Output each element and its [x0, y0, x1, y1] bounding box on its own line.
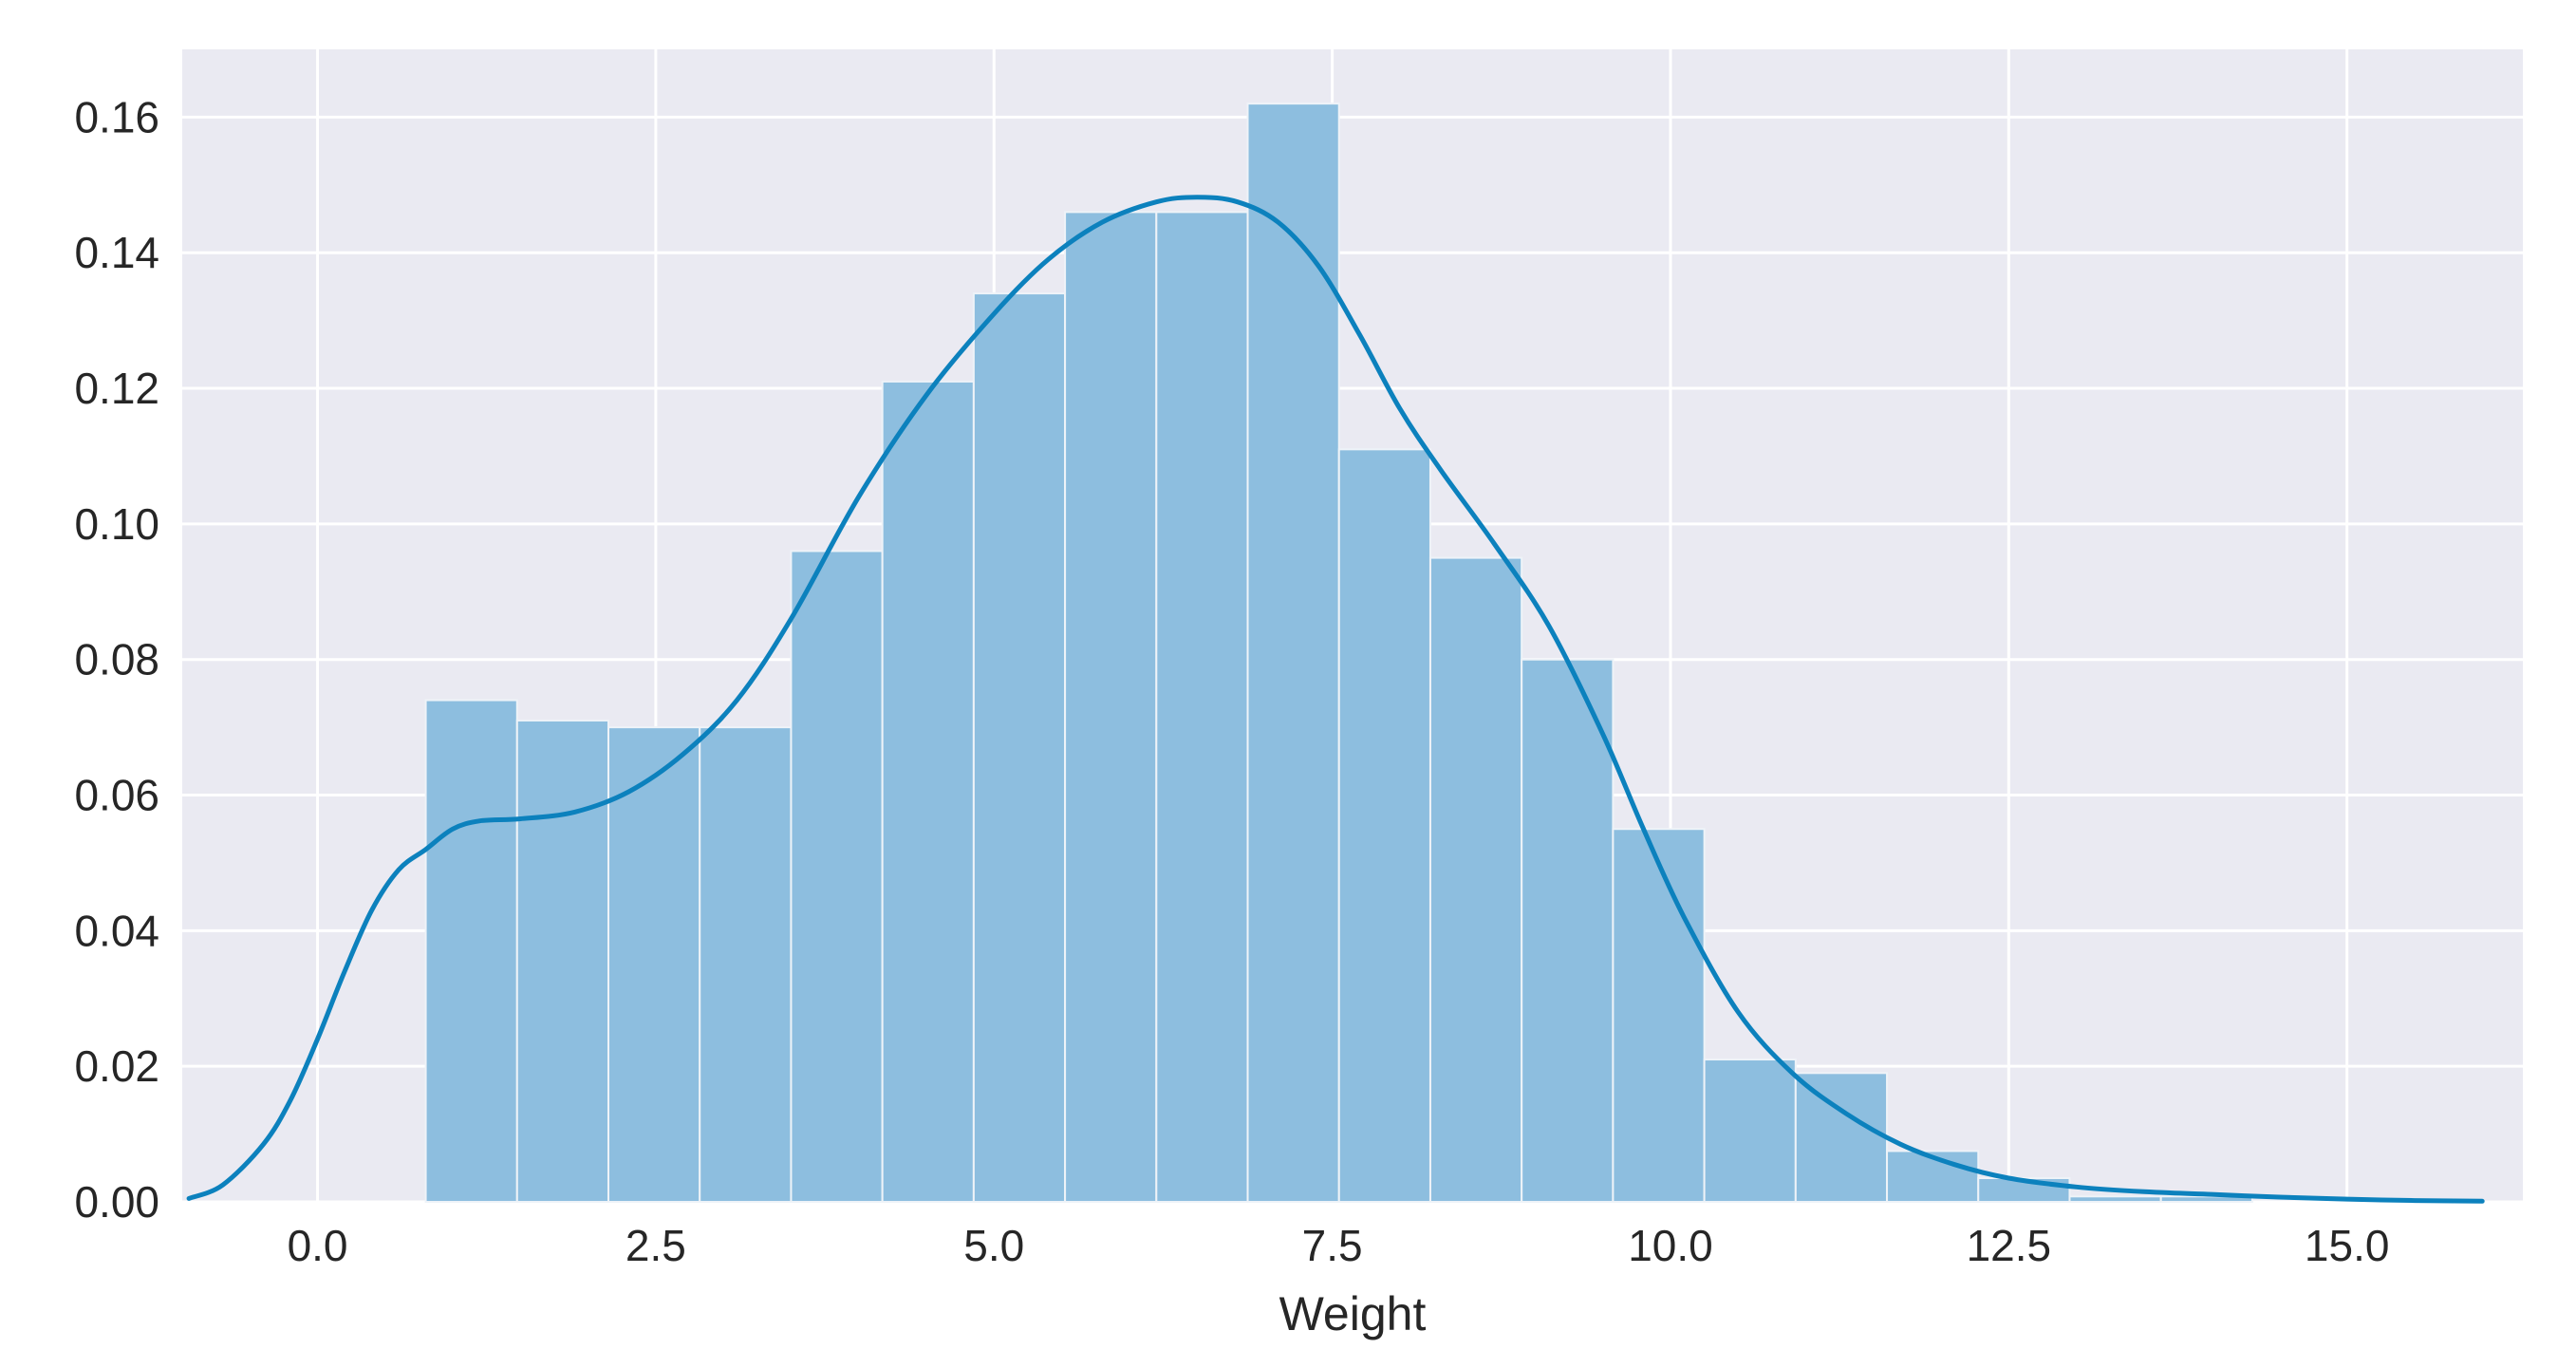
histogram-bar	[881, 380, 975, 1203]
x-axis-title: Weight	[1279, 1287, 1427, 1340]
histogram-bar	[1337, 448, 1431, 1203]
histogram-bar	[424, 699, 518, 1203]
y-tick-label: 0.06	[74, 771, 159, 820]
histogram-bar	[1886, 1150, 1980, 1203]
histogram-bar	[1703, 1059, 1797, 1203]
x-tick-label: 7.5	[1302, 1221, 1363, 1270]
histogram-bar	[790, 550, 884, 1203]
x-tick-label: 12.5	[1967, 1221, 2052, 1270]
histogram-bar	[2068, 1195, 2162, 1204]
x-tick-label: 10.0	[1628, 1221, 1713, 1270]
y-tick-label: 0.12	[74, 364, 159, 413]
histogram-bar	[972, 292, 1067, 1204]
histogram-bar	[699, 726, 793, 1204]
histogram-bar	[1521, 658, 1615, 1203]
y-tick-label: 0.10	[74, 499, 159, 549]
kde-curve	[186, 195, 2485, 1204]
histogram-bar	[515, 719, 610, 1203]
y-tick-label: 0.08	[74, 635, 159, 684]
x-tick-label: 5.0	[963, 1221, 1024, 1270]
histogram-bar	[1064, 211, 1158, 1204]
x-tick-label: 15.0	[2305, 1221, 2390, 1270]
histogram-bars	[424, 103, 2253, 1204]
y-tick-label: 0.02	[74, 1041, 159, 1091]
histogram-bar	[1794, 1072, 1889, 1203]
x-tick-label: 0.0	[288, 1221, 348, 1270]
x-axis-tick-labels: 0.0 2.5 5.0 7.5 10.0 12.5 15.0	[288, 1221, 2390, 1270]
y-tick-label: 0.16	[74, 92, 159, 141]
y-axis-tick-labels: 0.00 0.02 0.04 0.06 0.08 0.10 0.12 0.14 0.16	[74, 92, 159, 1227]
histogram-bar	[1612, 828, 1706, 1203]
histogram-bar	[1246, 103, 1340, 1204]
y-tick-label: 0.14	[74, 228, 159, 277]
histogram-bar	[1977, 1177, 2071, 1203]
histogram-bar	[1155, 211, 1249, 1204]
y-tick-label: 0.00	[74, 1177, 159, 1227]
histogram-bar	[1428, 556, 1523, 1203]
x-tick-label: 2.5	[625, 1221, 686, 1270]
y-tick-label: 0.04	[74, 906, 159, 955]
histogram-bar	[607, 726, 701, 1204]
